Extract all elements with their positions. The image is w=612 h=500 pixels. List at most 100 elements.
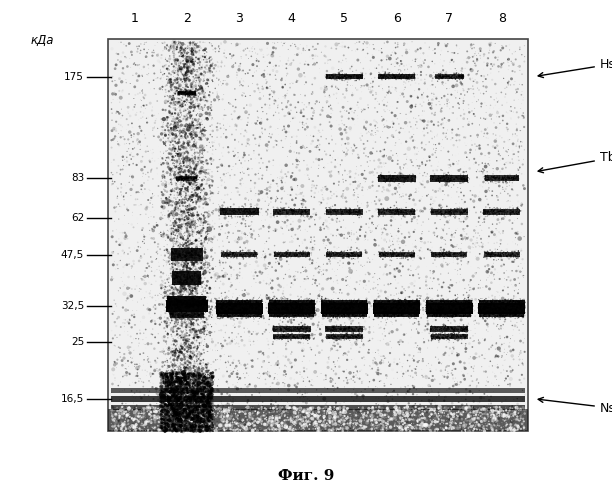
Point (515, 280, 524, 287)
Point (149, 132, 159, 140)
Point (245, 410, 255, 418)
Point (509, 326, 518, 334)
Point (326, 250, 335, 258)
Point (205, 388, 215, 396)
Point (270, 39, 280, 47)
Point (396, 208, 406, 216)
Point (180, 412, 190, 420)
Point (454, 334, 464, 342)
Point (375, 312, 385, 320)
Point (354, 424, 364, 432)
Point (313, 143, 323, 151)
Point (187, 204, 197, 212)
Point (180, 194, 190, 202)
Point (506, 271, 516, 279)
Point (205, 389, 215, 397)
Point (319, 394, 329, 402)
Point (180, 394, 190, 402)
Point (269, 212, 278, 220)
Point (259, 425, 269, 433)
Point (328, 313, 338, 321)
Point (176, 339, 186, 347)
Point (511, 89, 521, 97)
Point (318, 194, 328, 202)
Point (516, 425, 526, 433)
Point (171, 245, 181, 253)
Point (354, 104, 364, 112)
Point (151, 406, 161, 414)
Point (484, 312, 494, 320)
Point (171, 378, 181, 386)
Point (182, 155, 192, 163)
Point (291, 334, 300, 342)
Point (178, 158, 188, 166)
Point (303, 324, 313, 332)
Point (209, 158, 218, 166)
Point (155, 123, 165, 131)
Point (193, 154, 203, 162)
Point (198, 52, 207, 60)
Point (183, 173, 193, 181)
Point (398, 74, 408, 82)
Point (202, 426, 212, 434)
Point (474, 280, 483, 288)
Point (188, 142, 198, 150)
Point (192, 132, 201, 140)
Point (390, 48, 400, 56)
Point (395, 88, 405, 96)
Point (116, 239, 126, 247)
Point (222, 363, 231, 371)
Point (169, 153, 179, 161)
Point (435, 72, 444, 80)
Point (168, 249, 178, 257)
Point (315, 421, 325, 429)
Point (123, 108, 133, 116)
Point (485, 414, 495, 422)
Point (492, 410, 502, 418)
Point (390, 422, 400, 430)
Point (294, 309, 304, 317)
Point (288, 210, 298, 218)
Point (327, 304, 337, 312)
Point (392, 326, 402, 334)
Point (166, 400, 176, 408)
Point (309, 296, 319, 304)
Point (443, 411, 453, 419)
Point (188, 413, 198, 421)
Point (199, 378, 209, 386)
Point (335, 289, 345, 297)
Point (376, 71, 386, 79)
Point (387, 190, 397, 198)
Point (353, 250, 362, 258)
Point (393, 296, 403, 304)
Point (195, 410, 205, 418)
Point (195, 426, 205, 434)
Point (166, 413, 176, 421)
Point (177, 311, 187, 319)
Point (456, 418, 466, 426)
Point (493, 207, 503, 215)
Point (469, 244, 479, 252)
Point (325, 414, 335, 422)
Point (181, 69, 191, 77)
Point (237, 310, 247, 318)
Point (391, 301, 401, 309)
Point (204, 110, 214, 118)
Point (260, 263, 270, 271)
Point (370, 302, 379, 310)
Point (455, 165, 465, 173)
Point (356, 71, 366, 79)
Point (180, 274, 190, 282)
Point (393, 72, 403, 80)
Point (237, 312, 247, 320)
Point (489, 315, 499, 323)
Point (164, 401, 174, 409)
Point (188, 73, 198, 81)
Point (397, 419, 406, 427)
Point (160, 70, 170, 78)
Point (486, 296, 496, 304)
Point (409, 352, 419, 360)
Point (383, 306, 393, 314)
Point (174, 404, 184, 411)
Point (376, 134, 386, 141)
